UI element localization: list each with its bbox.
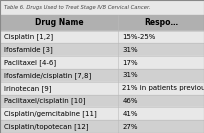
Text: 31%: 31% xyxy=(122,47,138,53)
Text: Paclitaxel/cisplatin [10]: Paclitaxel/cisplatin [10] xyxy=(4,98,86,104)
Text: 27%: 27% xyxy=(122,124,138,130)
Text: 15%-25%: 15%-25% xyxy=(122,34,156,40)
Text: Cisplatin/topotecan [12]: Cisplatin/topotecan [12] xyxy=(4,123,89,130)
Text: Ifosfamide/cisplatin [7,8]: Ifosfamide/cisplatin [7,8] xyxy=(4,72,91,79)
Text: Cisplatin [1,2]: Cisplatin [1,2] xyxy=(4,34,53,40)
Text: Drug Name: Drug Name xyxy=(35,18,83,27)
Bar xyxy=(0,43,204,56)
Text: 41%: 41% xyxy=(122,111,138,117)
Bar xyxy=(0,0,204,15)
Text: 21% in patients previously: 21% in patients previously xyxy=(122,85,204,91)
Bar xyxy=(0,95,204,107)
Text: 46%: 46% xyxy=(122,98,138,104)
Text: Paclitaxel [4-6]: Paclitaxel [4-6] xyxy=(4,59,56,66)
Bar xyxy=(0,69,204,82)
Bar xyxy=(0,31,204,43)
Bar xyxy=(0,120,204,133)
Bar xyxy=(0,82,204,95)
Bar xyxy=(0,15,204,31)
Text: Table 6. Drugs Used to Treat Stage IVB Cervical Cancer.: Table 6. Drugs Used to Treat Stage IVB C… xyxy=(4,5,150,10)
Text: 31%: 31% xyxy=(122,72,138,78)
Text: Ifosfamide [3]: Ifosfamide [3] xyxy=(4,46,53,53)
Bar xyxy=(0,107,204,120)
Text: Irinotecan [9]: Irinotecan [9] xyxy=(4,85,52,92)
Text: Cisplatin/gemcitabine [11]: Cisplatin/gemcitabine [11] xyxy=(4,110,97,117)
Bar xyxy=(0,56,204,69)
Text: 17%: 17% xyxy=(122,60,138,66)
Text: Respo…: Respo… xyxy=(144,18,178,27)
